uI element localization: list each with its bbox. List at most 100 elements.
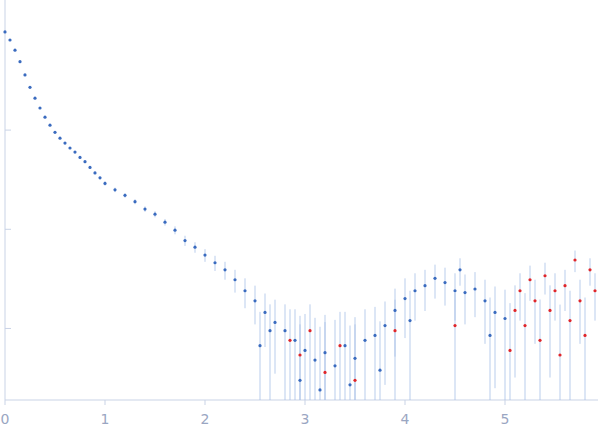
data-point <box>93 171 96 174</box>
data-point <box>213 261 216 264</box>
data-point <box>523 324 526 327</box>
error-bar <box>365 309 366 400</box>
error-bar <box>465 275 466 325</box>
data-point <box>453 289 456 292</box>
chart: 012345 <box>0 0 600 437</box>
error-bar <box>410 291 411 400</box>
error-bar <box>335 320 336 400</box>
data-point <box>298 353 301 356</box>
error-bar <box>345 312 346 400</box>
error-bar <box>325 315 326 400</box>
data-point <box>268 329 271 332</box>
data-point <box>593 289 596 292</box>
data-point <box>163 221 166 224</box>
error-bar <box>505 290 506 400</box>
data-point <box>383 324 386 327</box>
x-tick <box>5 400 6 405</box>
data-point <box>408 319 411 322</box>
data-point <box>473 287 476 290</box>
error-bar <box>515 285 516 377</box>
data-point <box>78 156 81 159</box>
data-point <box>583 334 586 337</box>
data-point <box>53 131 56 134</box>
data-point <box>578 299 581 302</box>
x-tick <box>405 400 406 405</box>
data-point <box>458 268 461 271</box>
data-point <box>533 299 536 302</box>
data-point <box>403 297 406 300</box>
data-point <box>323 351 326 354</box>
y-tick <box>5 328 11 329</box>
data-point <box>573 258 576 261</box>
error-bar <box>445 268 446 306</box>
error-bar <box>385 302 386 385</box>
x-tick <box>305 400 306 405</box>
error-bar <box>325 322 326 400</box>
data-point <box>113 188 116 191</box>
error-bar <box>570 291 571 400</box>
error-bar <box>245 278 246 308</box>
data-point <box>68 146 71 149</box>
error-bar <box>540 299 541 400</box>
data-point <box>558 353 561 356</box>
data-point <box>23 73 26 76</box>
error-bar <box>415 273 416 320</box>
data-point <box>33 97 36 100</box>
error-bar <box>535 280 536 344</box>
error-bar <box>485 280 486 344</box>
data-point <box>223 268 226 271</box>
error-bar <box>490 298 491 400</box>
data-point <box>513 309 516 312</box>
data-point <box>308 329 311 332</box>
error-bar <box>495 286 496 388</box>
data-point <box>123 194 126 197</box>
data-point <box>353 379 356 382</box>
data-point <box>588 268 591 271</box>
data-point <box>393 309 396 312</box>
error-bar <box>270 304 271 400</box>
error-bar <box>585 298 586 400</box>
data-point <box>143 207 146 210</box>
data-point <box>378 369 381 372</box>
data-point <box>493 311 496 314</box>
data-point <box>88 166 91 169</box>
error-bar <box>455 293 456 400</box>
data-point <box>58 137 61 140</box>
data-point <box>43 116 46 119</box>
error-bar <box>555 273 556 320</box>
data-point <box>203 253 206 256</box>
error-bar <box>275 300 276 374</box>
data-point <box>413 289 416 292</box>
data-point <box>28 86 31 89</box>
data-point <box>73 151 76 154</box>
data-point <box>133 200 136 203</box>
error-bar <box>380 321 381 400</box>
data-point <box>463 291 466 294</box>
y-axis <box>5 0 6 400</box>
error-bar <box>255 286 256 325</box>
data-point <box>153 213 156 216</box>
x-tick <box>105 400 106 405</box>
data-point <box>483 299 486 302</box>
y-tick <box>5 130 11 131</box>
data-point <box>508 349 511 352</box>
data-point <box>263 311 266 314</box>
data-point <box>253 299 256 302</box>
x-tick-label: 3 <box>301 411 310 427</box>
data-point <box>183 239 186 242</box>
x-tick-label: 5 <box>501 411 510 427</box>
error-bar <box>300 316 301 400</box>
data-point <box>453 324 456 327</box>
data-point <box>273 321 276 324</box>
data-point <box>313 358 316 361</box>
data-point <box>3 30 6 33</box>
error-bar <box>520 273 521 320</box>
data-point <box>318 388 321 391</box>
error-bar <box>460 258 461 285</box>
error-bar <box>565 270 566 311</box>
data-point <box>518 289 521 292</box>
error-bar <box>590 258 591 285</box>
data-point <box>283 329 286 332</box>
error-bar <box>350 326 351 400</box>
x-tick-label: 1 <box>101 411 110 427</box>
